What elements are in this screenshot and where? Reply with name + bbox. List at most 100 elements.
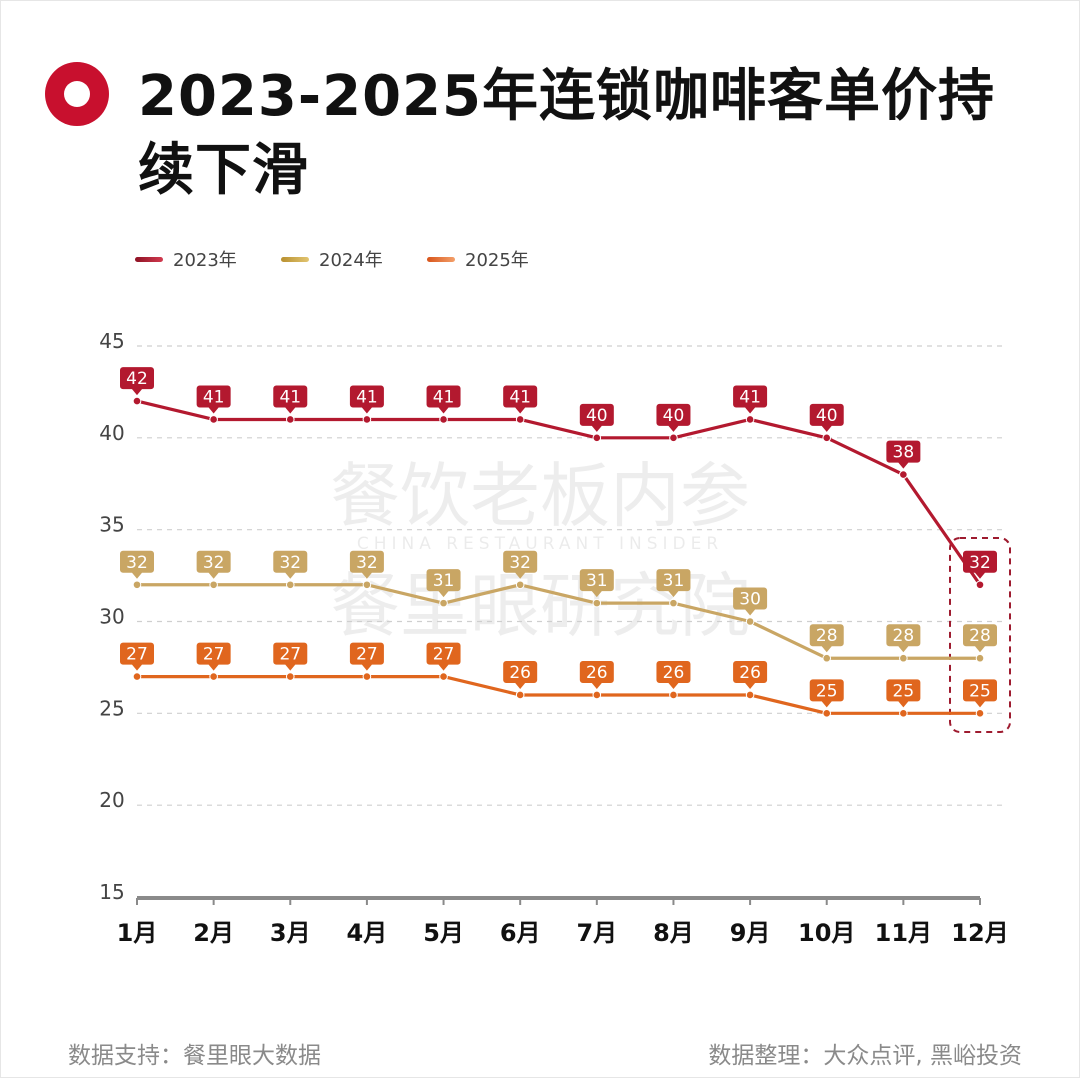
data-label-bubble	[273, 642, 308, 671]
data-label: 40	[579, 403, 614, 432]
data-point	[362, 415, 372, 424]
y-tick-label: 45	[99, 329, 124, 353]
legend-label: 2023年	[173, 250, 237, 271]
title-bullet-icon	[45, 62, 109, 126]
data-label: 25	[963, 679, 997, 708]
data-label-bubble	[656, 660, 691, 689]
data-label: 27	[120, 642, 154, 671]
highlight-box	[949, 537, 1011, 733]
data-label-text: 25	[893, 681, 915, 701]
data-point	[285, 672, 295, 681]
data-label-bubble	[963, 550, 997, 579]
data-label: 32	[120, 550, 154, 579]
data-label: 27	[273, 642, 308, 671]
x-tick-label: 2月	[193, 919, 234, 947]
data-point	[132, 580, 142, 590]
data-point	[899, 470, 908, 479]
data-label-text: 32	[203, 553, 225, 573]
data-label-text: 28	[893, 626, 915, 646]
data-label: 27	[196, 642, 231, 671]
data-point	[515, 580, 525, 590]
data-label: 42	[120, 367, 154, 396]
data-label-bubble	[579, 403, 614, 432]
data-label: 40	[809, 403, 844, 432]
x-tick-label: 3月	[270, 919, 311, 947]
data-label-bubble	[120, 642, 154, 671]
data-label-text: 41	[356, 387, 378, 407]
data-point	[209, 672, 218, 681]
legend-swatch	[135, 256, 163, 262]
page-title: 2023-2025年连锁咖啡客单价持续下滑	[138, 64, 995, 203]
data-label: 28	[963, 624, 997, 653]
data-label: 38	[886, 440, 921, 469]
data-label-text: 26	[509, 663, 531, 683]
data-label-bubble	[503, 660, 538, 689]
legend-label: 2025年	[465, 250, 529, 271]
data-label: 31	[656, 569, 691, 598]
y-tick-label: 25	[99, 696, 124, 720]
data-label-text: 41	[509, 387, 531, 407]
data-label-text: 28	[969, 626, 991, 646]
data-point	[439, 598, 448, 608]
data-label-bubble	[120, 550, 154, 579]
data-label: 41	[196, 385, 231, 414]
data-label-text: 40	[663, 406, 685, 426]
data-label-bubble	[349, 385, 384, 414]
y-tick-label: 20	[99, 788, 124, 812]
legend-item-2023: 2023年	[135, 246, 281, 272]
data-label-text: 41	[739, 387, 761, 407]
data-label-bubble	[733, 660, 768, 689]
data-point	[362, 580, 372, 590]
x-tick-label: 8月	[653, 919, 694, 947]
x-tick-label: 12月	[951, 919, 1008, 947]
data-label-bubble	[503, 385, 538, 414]
series-line-2023年	[136, 399, 982, 586]
legend-swatch	[427, 256, 455, 262]
legend-swatch	[281, 256, 309, 262]
data-label-text: 27	[203, 645, 225, 665]
data-point	[822, 653, 832, 663]
x-tick-label: 6月	[500, 919, 541, 947]
data-label: 30	[733, 587, 768, 616]
data-point	[745, 690, 755, 700]
data-point	[669, 690, 678, 700]
data-point	[822, 433, 832, 443]
data-point	[592, 690, 602, 700]
x-tick-label: 10月	[798, 919, 855, 947]
data-label-text: 40	[586, 406, 608, 426]
data-label: 31	[579, 569, 614, 598]
data-label: 32	[503, 550, 538, 579]
data-point	[592, 598, 602, 608]
series-line-2025年	[137, 674, 980, 715]
x-tick-label: 1月	[117, 919, 158, 947]
data-point	[515, 415, 525, 424]
data-point	[669, 433, 678, 443]
x-tick-label: 5月	[423, 919, 464, 947]
data-label-text: 40	[816, 406, 838, 426]
data-point	[592, 433, 602, 443]
data-label-text: 32	[509, 553, 531, 573]
data-label: 28	[809, 624, 844, 653]
data-label: 32	[196, 550, 231, 579]
data-label-text: 25	[816, 681, 838, 701]
data-label: 26	[733, 660, 768, 689]
data-label-bubble	[886, 440, 921, 469]
data-label: 25	[809, 679, 844, 708]
data-label-text: 26	[663, 663, 685, 683]
chart-legend: 2023年 2024年 2025年	[135, 246, 573, 272]
data-label: 41	[733, 385, 768, 414]
data-label: 26	[656, 660, 691, 689]
data-label-bubble	[196, 550, 231, 579]
data-label-text: 31	[663, 571, 685, 591]
data-label-bubble	[656, 403, 691, 432]
data-label: 32	[273, 550, 308, 579]
data-label-bubble	[349, 550, 384, 579]
data-label-text: 32	[126, 553, 148, 573]
data-point	[822, 709, 832, 718]
data-label: 25	[886, 679, 921, 708]
legend-item-2025: 2025年	[427, 246, 573, 272]
data-label-text: 27	[279, 645, 301, 665]
data-label-bubble	[733, 385, 768, 414]
data-label-bubble	[426, 569, 461, 598]
data-label-bubble	[196, 385, 231, 414]
